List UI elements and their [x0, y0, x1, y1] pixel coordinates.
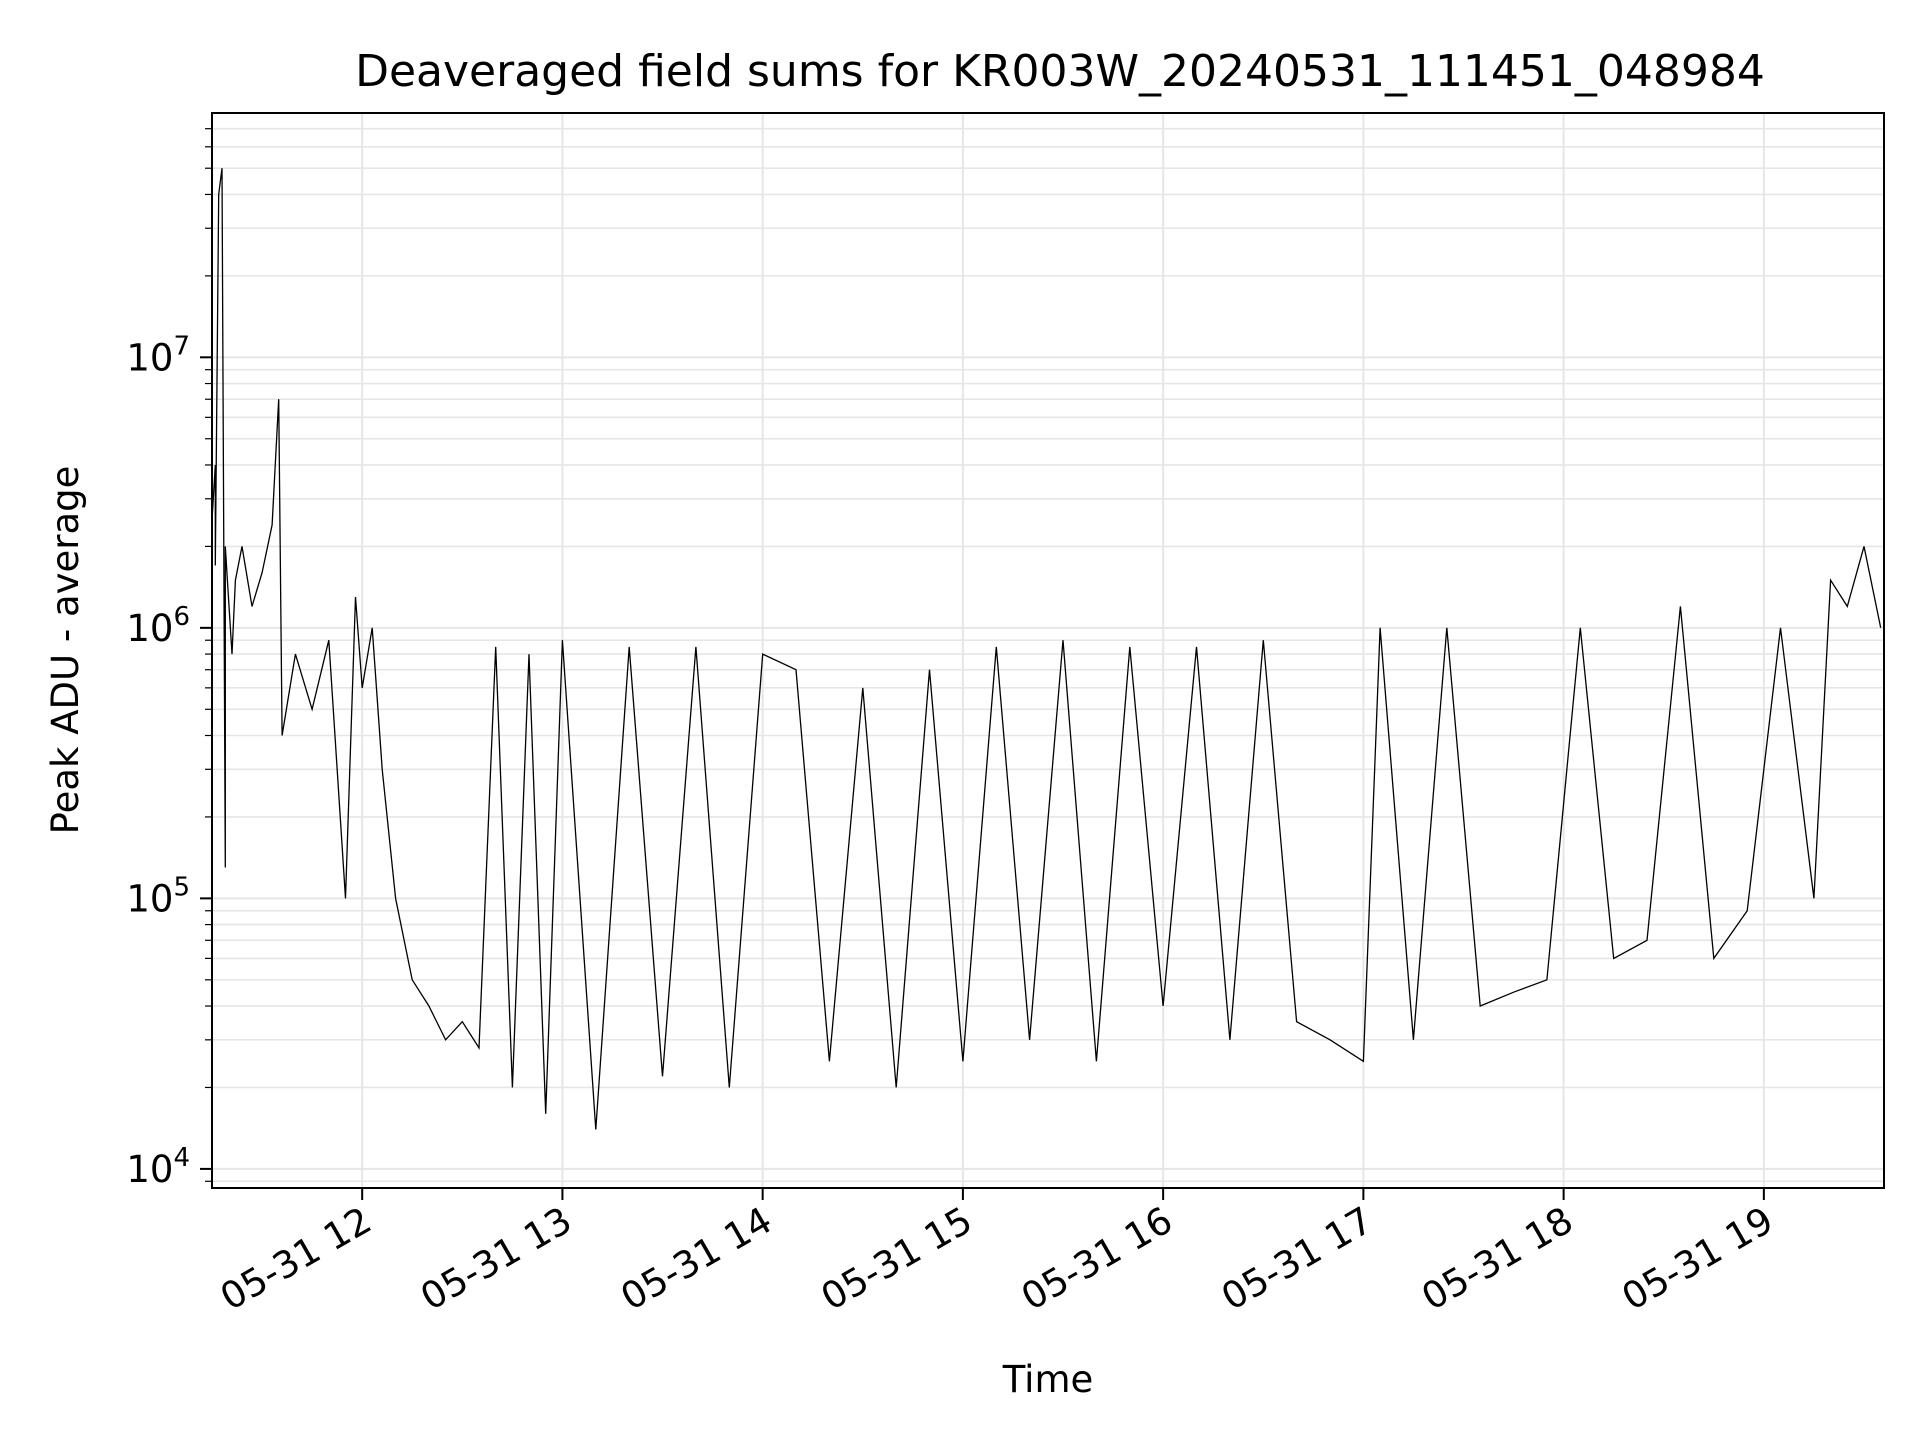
y-axis-label: Peak ADU - average [44, 466, 87, 835]
grid-major [212, 113, 1884, 1188]
y-tick-base: 10 [126, 1148, 173, 1191]
y-tick-label: 104 [126, 1143, 190, 1191]
y-tick-base: 10 [126, 336, 173, 379]
y-tick-exponent: 5 [173, 872, 190, 902]
y-tick-label: 107 [126, 331, 190, 379]
chart-title: Deaveraged field sums for KR003W_2024053… [355, 46, 1765, 97]
y-tick-base: 10 [126, 877, 173, 920]
x-axis-label: Time [1002, 1358, 1094, 1401]
y-tick-exponent: 6 [173, 602, 190, 632]
y-tick-label: 106 [126, 602, 190, 650]
plot-area [211, 112, 1885, 1189]
y-tick-exponent: 4 [173, 1143, 190, 1173]
plot-frame [211, 112, 1885, 1189]
y-tick-base: 10 [126, 607, 173, 650]
y-tick-label: 105 [126, 872, 190, 920]
y-tick-exponent: 7 [173, 331, 190, 361]
series-line [212, 168, 1882, 1130]
